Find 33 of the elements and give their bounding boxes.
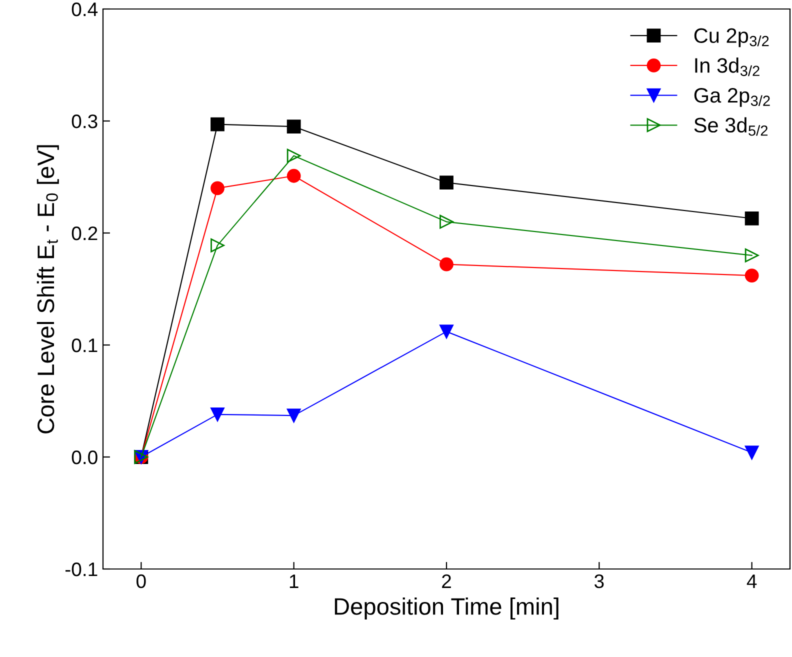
point bbox=[744, 248, 759, 262]
y-tick-label: 0.1 bbox=[72, 338, 98, 352]
point bbox=[744, 268, 759, 283]
x-tick-label: 0 bbox=[136, 574, 146, 588]
y-axis-title: Core Level Shift E$_{t}$ - E$_{0}$ [eV] bbox=[36, 145, 59, 434]
legend-label: Se 3d$_{5/2}$ bbox=[694, 117, 768, 136]
point bbox=[210, 117, 224, 132]
point bbox=[440, 176, 454, 190]
point bbox=[210, 238, 224, 252]
y-tick-label: -0.1 bbox=[66, 562, 98, 576]
x-tick-label: 3 bbox=[594, 574, 604, 588]
y-tick-label: 0.3 bbox=[72, 114, 98, 128]
point bbox=[440, 324, 454, 339]
legend-label: In 3d$_{3/2}$ bbox=[695, 58, 760, 76]
x-axis-title: Deposition Time [min] bbox=[334, 598, 558, 620]
x-tick-label: 1 bbox=[290, 574, 298, 588]
y-tick-label: 0.4 bbox=[72, 2, 98, 16]
point bbox=[286, 168, 301, 183]
x-tick-label: 4 bbox=[746, 574, 757, 588]
point bbox=[440, 214, 454, 229]
point bbox=[286, 148, 301, 163]
legend-label: Ga 2p$_{3/2}$ bbox=[694, 88, 770, 107]
y-tick-label: 0.0 bbox=[72, 450, 98, 464]
point bbox=[744, 446, 759, 460]
point bbox=[286, 408, 301, 423]
point bbox=[210, 181, 224, 196]
x-tick-label: 2 bbox=[442, 574, 451, 588]
point bbox=[286, 120, 301, 134]
y-tick-label: 0.2 bbox=[72, 226, 98, 240]
point bbox=[210, 407, 224, 422]
point bbox=[440, 257, 454, 272]
point bbox=[744, 211, 759, 226]
legend-label: Cu 2p$_{3/2}$ bbox=[694, 28, 769, 48]
